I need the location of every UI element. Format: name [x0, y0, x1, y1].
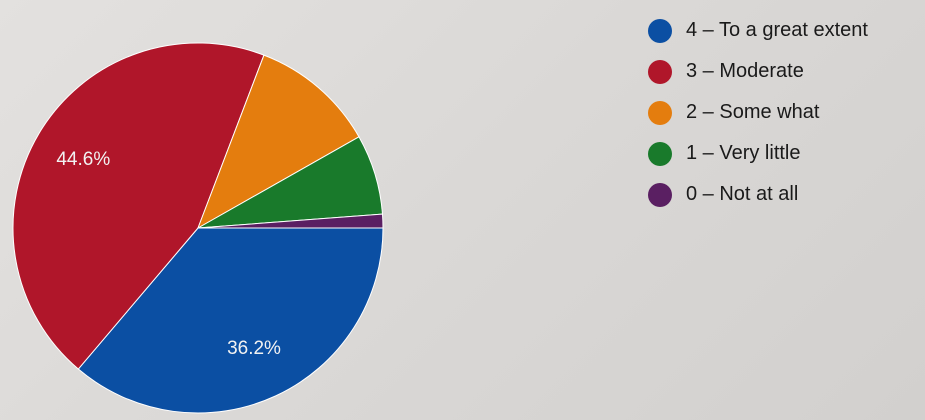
legend-label-some-what: 2 – Some what: [686, 101, 820, 123]
slice-label-moderate: 44.6%: [56, 149, 110, 170]
pie-slice-great-extent[interactable]: [77, 227, 384, 414]
legend-item-some-what[interactable]: 2 – Some what: [648, 92, 923, 133]
pie-slice-not-at-all[interactable]: [197, 213, 384, 229]
legend-label-very-little: 1 – Very little: [686, 142, 801, 164]
legend: 4 – To a great extent 3 – Moderate 2 – S…: [648, 10, 923, 215]
legend-label-great-extent: 4 – To a great extent: [686, 19, 868, 41]
legend-item-great-extent[interactable]: 4 – To a great extent: [648, 10, 923, 51]
legend-label-moderate: 3 – Moderate: [686, 60, 804, 82]
legend-item-not-at-all[interactable]: 0 – Not at all: [648, 174, 923, 215]
legend-item-very-little[interactable]: 1 – Very little: [648, 133, 923, 174]
slice-label-great-extent: 36.2%: [227, 338, 281, 359]
pie-slice-moderate[interactable]: [12, 42, 265, 370]
pie-slice-some-what[interactable]: [197, 54, 360, 230]
legend-marker-moderate: [648, 59, 672, 84]
legend-marker-not-at-all: [648, 182, 672, 207]
legend-marker-some-what: [648, 100, 672, 125]
legend-label-not-at-all: 0 – Not at all: [686, 183, 799, 205]
legend-marker-very-little: [648, 141, 672, 166]
legend-item-moderate[interactable]: 3 – Moderate: [648, 51, 923, 92]
legend-marker-great-extent: [648, 18, 672, 43]
